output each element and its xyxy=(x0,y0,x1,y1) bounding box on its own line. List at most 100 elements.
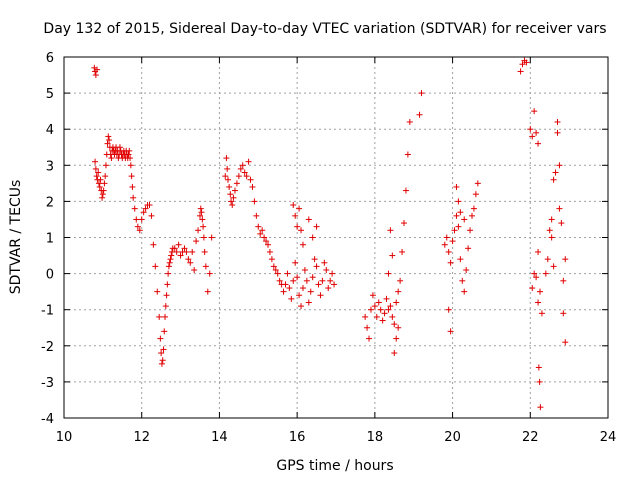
data-point xyxy=(529,133,536,140)
data-point xyxy=(255,223,262,230)
data-point xyxy=(162,313,169,320)
data-point xyxy=(162,303,169,310)
x-tick-label: 10 xyxy=(56,430,73,445)
data-point xyxy=(294,274,301,281)
data-point xyxy=(129,183,136,190)
data-point xyxy=(393,299,400,306)
y-tick-label: -4 xyxy=(41,412,54,427)
data-point xyxy=(165,270,172,277)
data-point xyxy=(189,248,196,255)
data-point xyxy=(309,234,316,241)
data-point xyxy=(445,248,452,255)
data-point xyxy=(263,238,270,245)
data-point xyxy=(455,198,462,205)
data-point xyxy=(108,155,115,162)
data-point xyxy=(150,241,157,248)
data-point xyxy=(265,241,271,248)
data-point xyxy=(303,277,310,284)
chart-title: Day 132 of 2015, Sidereal Day-to-day VTE… xyxy=(43,21,606,37)
x-axis-label: GPS time / hours xyxy=(276,458,393,474)
data-point xyxy=(282,281,289,288)
data-point xyxy=(367,306,374,313)
data-point xyxy=(134,223,141,230)
x-tick-label: 24 xyxy=(600,430,617,445)
data-point xyxy=(230,194,237,201)
y-tick-label: 3 xyxy=(46,159,54,174)
data-point xyxy=(286,285,293,292)
data-point xyxy=(562,339,569,346)
data-point xyxy=(181,245,188,252)
data-point xyxy=(298,227,305,234)
data-point xyxy=(204,288,211,295)
data-point xyxy=(195,227,202,234)
data-point xyxy=(290,277,297,284)
data-point xyxy=(160,346,167,353)
data-point xyxy=(399,248,406,255)
data-point xyxy=(393,335,400,342)
y-tick-label: 0 xyxy=(46,268,54,283)
data-point xyxy=(556,205,563,212)
data-point xyxy=(373,313,380,320)
data-point xyxy=(535,140,542,147)
x-tick-label: 18 xyxy=(367,430,384,445)
data-point xyxy=(199,216,206,223)
data-point xyxy=(200,223,207,230)
data-point xyxy=(327,277,334,284)
data-point xyxy=(292,259,299,266)
y-tick-label: -1 xyxy=(41,304,54,319)
data-point xyxy=(461,216,468,223)
y-tick-label: 1 xyxy=(46,232,54,247)
data-point xyxy=(92,165,99,172)
data-point xyxy=(127,162,134,169)
data-point xyxy=(457,256,464,263)
data-point xyxy=(126,147,133,154)
data-point xyxy=(375,299,382,306)
data-point xyxy=(294,223,301,230)
data-point xyxy=(523,59,530,66)
data-point xyxy=(228,198,235,205)
data-point xyxy=(395,288,402,295)
x-tick-label: 20 xyxy=(444,430,461,445)
data-point xyxy=(128,173,135,180)
data-point xyxy=(461,288,468,295)
data-point xyxy=(554,129,561,136)
data-point xyxy=(465,245,472,252)
x-tick-label: 14 xyxy=(211,430,228,445)
data-point xyxy=(319,277,326,284)
data-point xyxy=(142,205,149,212)
data-point xyxy=(131,205,138,212)
data-point xyxy=(106,137,113,144)
data-point xyxy=(237,165,244,172)
data-point xyxy=(226,183,233,190)
data-point xyxy=(154,288,161,295)
data-point xyxy=(156,313,163,320)
data-point xyxy=(152,263,159,270)
data-point xyxy=(292,212,299,219)
data-point xyxy=(395,324,402,331)
data-point xyxy=(187,259,194,266)
data-point xyxy=(469,212,475,219)
data-point xyxy=(183,248,190,255)
x-tick-labels: 10 12 14 16 18 20 22 24 xyxy=(56,430,617,445)
y-tick-label: 4 xyxy=(46,123,54,138)
data-point xyxy=(96,183,103,190)
data-point xyxy=(99,191,106,198)
data-point xyxy=(533,274,540,281)
data-point xyxy=(102,162,109,169)
data-point xyxy=(554,118,561,125)
data-point xyxy=(558,220,565,227)
data-point xyxy=(104,140,111,147)
data-point xyxy=(197,205,204,212)
data-point xyxy=(105,133,112,140)
data-point xyxy=(537,404,544,411)
data-point xyxy=(329,270,336,277)
data-point xyxy=(364,324,371,331)
data-point xyxy=(241,169,248,176)
data-point xyxy=(249,183,256,190)
data-point xyxy=(175,241,182,248)
data-point xyxy=(453,183,460,190)
data-point xyxy=(229,202,236,209)
data-point xyxy=(163,292,170,299)
data-point xyxy=(93,173,100,180)
data-point xyxy=(381,310,388,317)
